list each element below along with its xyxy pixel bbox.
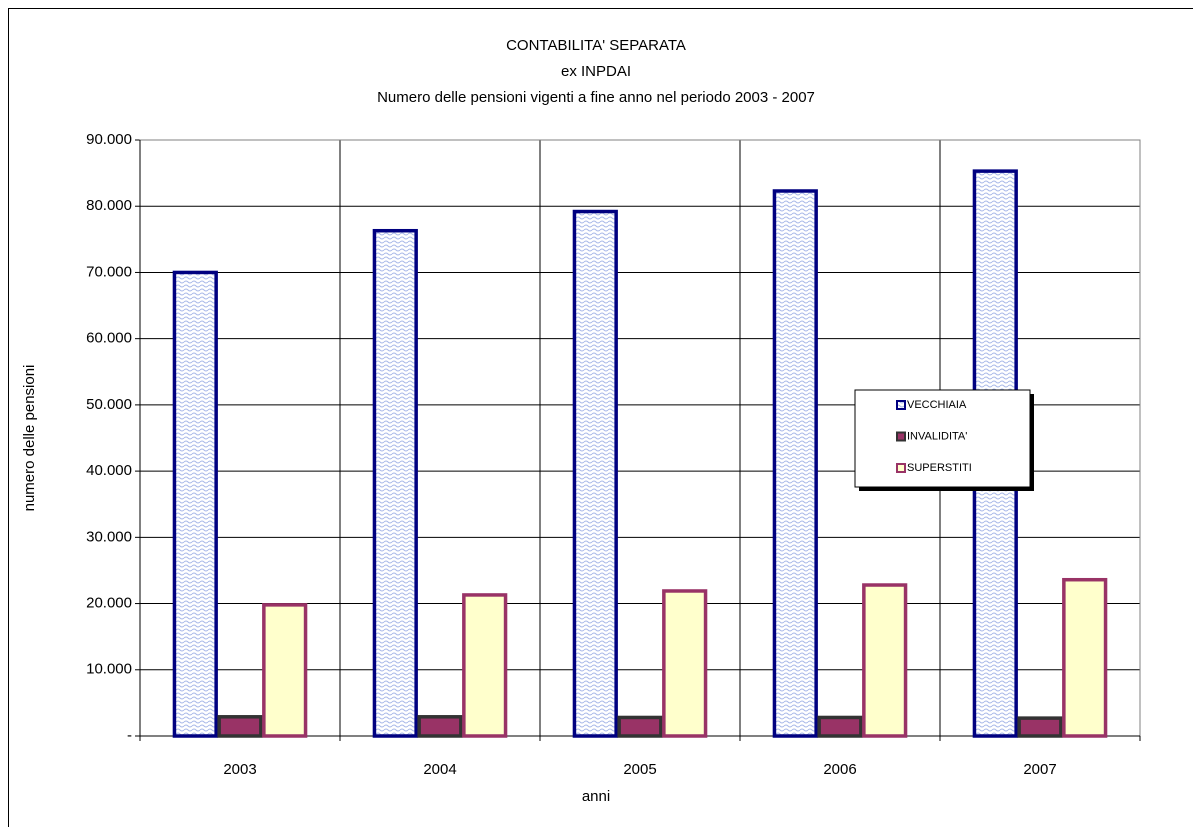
y-axis-label: numero delle pensioni xyxy=(21,365,38,512)
bar xyxy=(772,189,818,738)
bar xyxy=(662,589,708,738)
bar xyxy=(617,715,663,738)
y-tick-label: 30.000 xyxy=(86,528,132,545)
y-tick-label: 60.000 xyxy=(86,330,132,347)
bar xyxy=(1062,577,1108,738)
chart-title: ex INPDAI xyxy=(561,63,631,80)
bar xyxy=(417,715,463,738)
bar xyxy=(172,270,218,738)
bar xyxy=(817,715,863,738)
x-tick-label: 2006 xyxy=(823,761,856,778)
x-axis-label: anni xyxy=(582,788,610,805)
y-tick-label: 20.000 xyxy=(86,595,132,612)
legend-label: INVALIDITA' xyxy=(907,430,967,442)
chart-title: CONTABILITA' SEPARATA xyxy=(506,37,686,54)
x-tick-label: 2003 xyxy=(223,761,256,778)
legend xyxy=(854,389,1031,488)
y-tick-label: 70.000 xyxy=(86,263,132,280)
bar xyxy=(372,228,418,738)
legend-swatch xyxy=(896,400,906,410)
bar xyxy=(217,715,263,738)
x-tick-label: 2004 xyxy=(423,761,456,778)
y-tick-label: - xyxy=(127,727,132,744)
legend-swatch xyxy=(896,463,906,473)
x-tick-label: 2007 xyxy=(1023,761,1056,778)
bar xyxy=(572,209,618,738)
chart-title: Numero delle pensioni vigenti a fine ann… xyxy=(377,89,815,106)
x-tick-label: 2005 xyxy=(623,761,656,778)
y-tick-label: 90.000 xyxy=(86,131,132,148)
y-tick-label: 40.000 xyxy=(86,462,132,479)
bar xyxy=(462,593,508,738)
bar xyxy=(1017,716,1063,738)
bar xyxy=(862,583,908,738)
y-tick-label: 10.000 xyxy=(86,661,132,678)
legend-label: SUPERSTITI xyxy=(907,462,972,474)
y-tick-label: 50.000 xyxy=(86,396,132,413)
bar xyxy=(262,603,308,738)
legend-swatch xyxy=(896,431,906,442)
y-tick-label: 80.000 xyxy=(86,197,132,214)
legend-label: VECCHIAIA xyxy=(907,399,967,411)
